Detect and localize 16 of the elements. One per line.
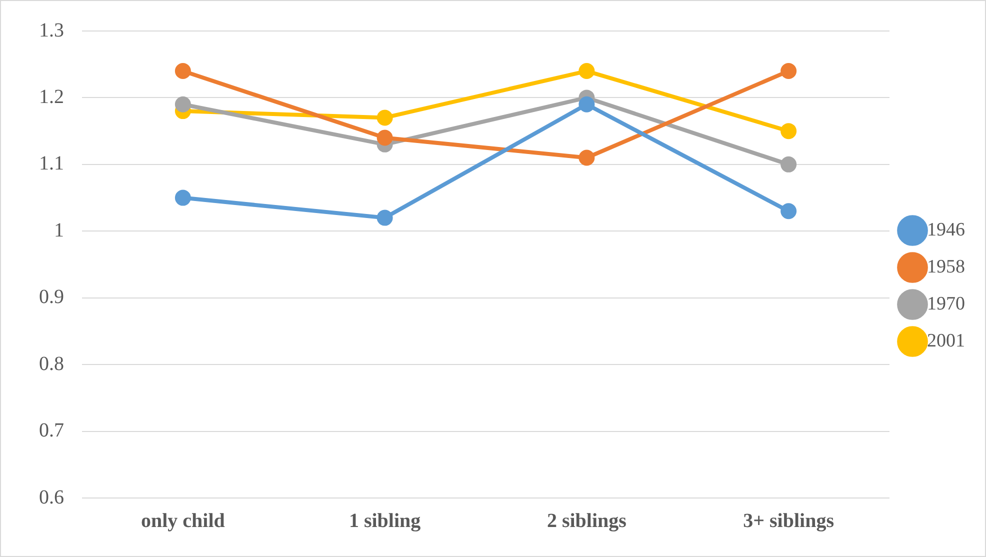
- x-tick-label: 2 siblings: [546, 510, 627, 532]
- y-tick-label: 0.6: [39, 486, 64, 508]
- legend-label: 1946: [927, 219, 965, 240]
- y-tick-label: 0.7: [39, 420, 64, 442]
- legend-label: 2001: [927, 330, 965, 352]
- x-tick-label: only child: [140, 510, 225, 532]
- legend-label: 1970: [927, 293, 965, 314]
- y-tick-label: 1.2: [39, 86, 64, 108]
- x-tick-label: 3+ siblings: [743, 510, 834, 532]
- y-tick-label: 0.9: [39, 286, 64, 308]
- x-tick-label: 1 sibling: [348, 510, 421, 532]
- legend-label: 1958: [927, 256, 965, 278]
- y-tick-label: 1.3: [39, 19, 64, 42]
- y-tick-label: 0.8: [39, 352, 64, 375]
- y-tick-label: 1.1: [39, 152, 64, 175]
- y-tick-label: 1: [54, 219, 64, 242]
